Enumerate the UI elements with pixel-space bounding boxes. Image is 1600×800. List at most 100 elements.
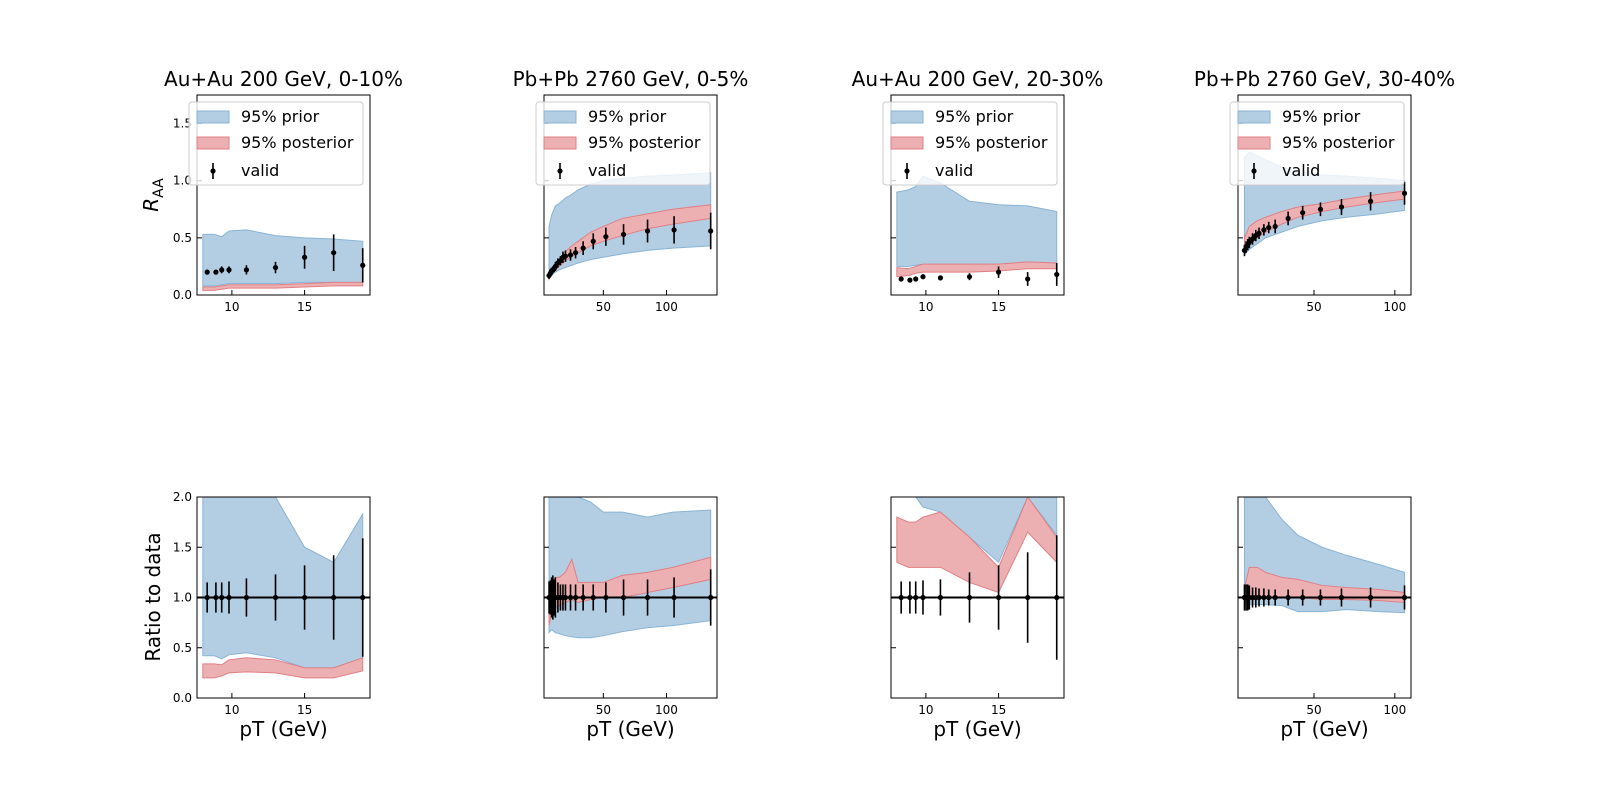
data-point [907,594,913,601]
prior-band [202,229,364,287]
legend-label-posterior: 95% posterior [935,133,1048,152]
posterior-band [202,657,364,679]
data-point [1266,594,1272,601]
data-point [708,228,714,234]
y-tick-label: 0.0 [173,691,192,705]
data-point [1025,594,1031,601]
x-tick-label: 50 [596,703,611,717]
legend-point [557,168,563,174]
data-point [620,594,627,601]
data-point [671,227,677,233]
panel-1: 10 15 0.0 0.5 1.0 1.5 Au+Au 200 GeV, 0-10% 95% … [164,67,403,314]
data-point [708,594,714,601]
legend-swatch-prior [1237,110,1271,124]
y-tick-label: 1.5 [173,540,192,554]
legend-swatch-posterior [543,136,577,150]
legend-label-posterior: 95% posterior [588,133,701,152]
data-point [590,238,596,244]
y-tick-label: 0.0 [173,288,192,302]
y-tick-label: 1.5 [173,117,192,131]
data-point [580,594,586,601]
data-point [1300,210,1306,216]
data-point [272,594,279,601]
legend-label-posterior: 95% posterior [241,133,354,152]
legend-swatch-prior [890,110,924,124]
axes-frame [1237,94,1412,296]
x-axis-label: pT (GeV) [933,717,1021,741]
legend-box [188,101,364,186]
posterior-band [202,281,364,291]
data-point [966,274,973,280]
data-point [1317,206,1324,212]
legend-label-prior: 95% prior [588,107,667,126]
legend-label-valid: valid [241,161,279,180]
data-point [590,594,596,601]
data-point [1256,230,1262,236]
data-point [562,594,569,601]
legend-swatch-prior [196,110,230,124]
data-point [1054,594,1060,601]
x-tick-label: 15 [297,300,312,314]
data-point [1249,236,1256,242]
plot-area [1238,497,1411,614]
data-point [331,250,337,256]
panel-3: 10 15 Au+Au 200 GeV, 20-30% 95% prior 95% po… [852,67,1104,314]
data-point [1054,271,1060,278]
y-axis-label-subscript: AA [151,178,167,198]
x-tick-label: 100 [655,703,678,717]
data-point [920,274,926,280]
data-point [243,594,250,601]
legend-point [904,168,910,174]
data-point [243,267,250,273]
data-point [1285,215,1291,222]
plot-area [202,229,366,291]
prior-band [202,497,364,669]
x-tick-label: 10 [224,703,239,717]
x-tick-label: 10 [918,300,933,314]
data-point [1266,224,1272,231]
data-point [213,594,219,601]
axes-frame [543,94,718,296]
data-point [1317,594,1324,601]
panel-title: Au+Au 200 GeV, 20-30% [852,67,1104,91]
legend-swatch-posterior [196,136,230,150]
legend: 95% prior 95% posterior valid [188,101,364,186]
data-point [1401,190,1408,196]
y-axis-label-main: R [139,198,163,212]
y-tick-label: 1.0 [173,591,192,605]
data-point [1256,594,1262,601]
plot-area [891,497,1064,660]
panel-title: Au+Au 200 GeV, 0-10% [164,67,403,91]
legend-swatch-posterior [1237,136,1271,150]
panel-title: Pb+Pb 2760 GeV, 30-40% [1194,67,1455,91]
data-point [603,234,609,240]
legend-label-valid: valid [935,161,973,180]
data-point [644,594,651,601]
data-point [937,594,944,601]
data-point [1261,594,1267,601]
data-point [937,275,944,281]
plot-area [546,172,714,281]
legend: 95% prior 95% posterior valid [1229,101,1405,186]
y-tick-label: 2.0 [173,490,192,504]
x-tick-label: 15 [991,300,1006,314]
x-tick-label: 15 [297,703,312,717]
data-point [898,276,904,282]
prior-band [896,497,1058,564]
axes-frame [890,94,1065,296]
data-point [1272,594,1278,601]
data-point [331,594,337,601]
legend-swatch-posterior [890,136,924,150]
x-tick-label: 50 [1306,300,1321,314]
legend-box [535,101,711,186]
data-point [562,253,569,259]
x-tick-label: 15 [991,703,1006,717]
y-tick-label: 0.5 [173,641,192,655]
y-tick-label: 1.0 [173,174,192,188]
data-point [360,594,366,601]
plot-area [544,497,717,639]
panel-8: 50 100 pT (GeV) [1237,496,1412,741]
legend-label-prior: 95% prior [1282,107,1361,126]
